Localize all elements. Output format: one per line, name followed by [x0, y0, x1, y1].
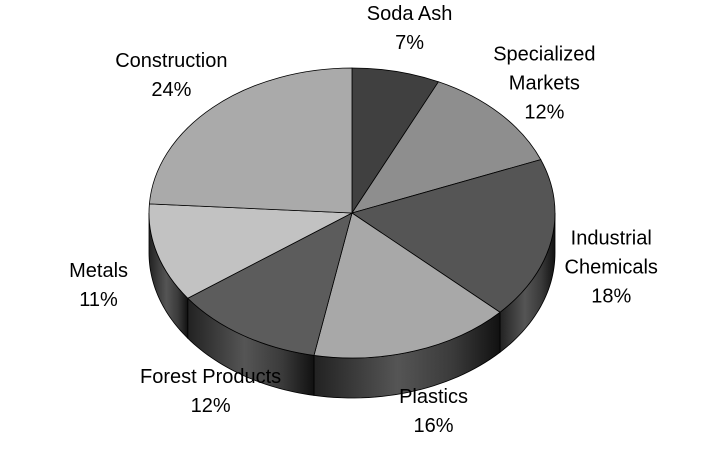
value-label: 24%	[151, 78, 192, 101]
value-label: 11%	[79, 288, 118, 311]
category-label: Soda Ash	[366, 3, 453, 26]
slice-label: Metals 11%	[0, 257, 199, 315]
value-label: 7%	[395, 32, 425, 55]
slice-label: Specialized Markets 12%	[482, 40, 607, 127]
slice	[148, 203, 354, 299]
slice	[351, 159, 556, 313]
slice	[313, 212, 501, 359]
category-label: Specialized Markets	[493, 43, 596, 95]
slice-label: Industrial Chemicals 18%	[549, 225, 674, 312]
value-label: 12%	[190, 395, 231, 418]
value-label: 18%	[591, 285, 632, 308]
value-label: 12%	[524, 101, 565, 124]
category-label: Construction	[115, 49, 228, 72]
slice	[351, 81, 542, 214]
category-label: Metals	[69, 259, 129, 282]
category-label: Industrial Chemicals	[564, 227, 658, 279]
slice-label: Soda Ash 7%	[310, 0, 510, 58]
slice	[187, 212, 353, 356]
slice-label: Forest Products 12%	[111, 363, 311, 421]
value-label: 16%	[413, 415, 454, 438]
slice-label: Plastics 16%	[334, 383, 534, 441]
category-label: Forest Products	[140, 366, 282, 389]
slice-label: Construction 24%	[71, 47, 271, 105]
slice	[148, 67, 353, 214]
category-label: Plastics	[399, 386, 468, 409]
